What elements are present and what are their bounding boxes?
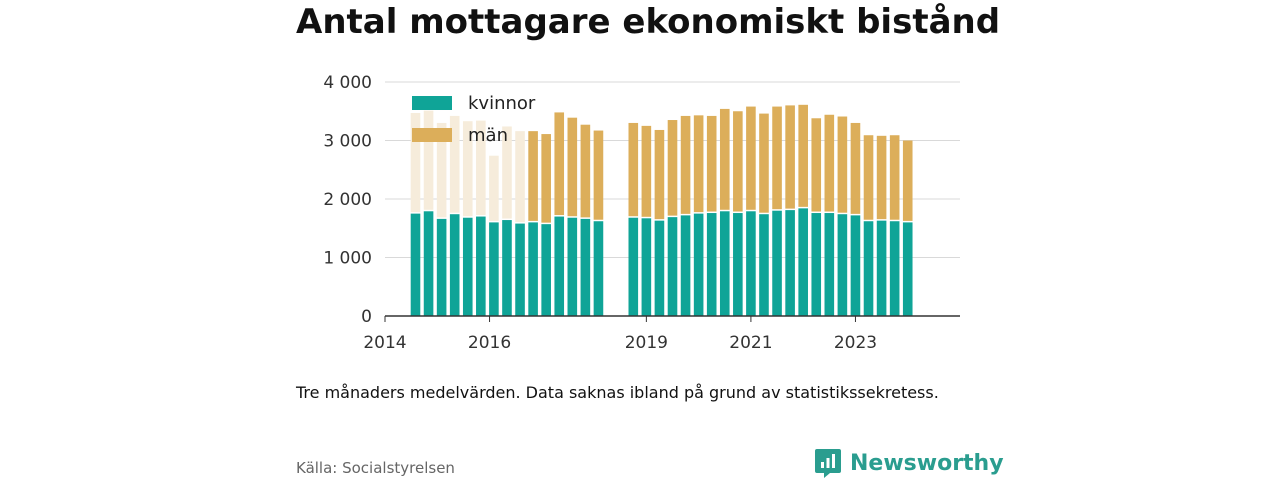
bar-kvinnor <box>667 217 678 316</box>
x-axis: 2014 2016 2019 2021 2023 <box>363 315 960 353</box>
bar-kvinnor <box>811 213 822 316</box>
bar-kvinnor <box>580 218 591 316</box>
bar-kvinnor <box>515 223 525 316</box>
bar-kvinnor <box>476 216 486 316</box>
chart-note: Tre månaders medelvärden. Data saknas ib… <box>296 383 939 402</box>
x-tick-label: 2014 <box>363 333 406 353</box>
y-tick-label: 4 000 <box>323 73 372 93</box>
bar-kvinnor <box>654 220 665 316</box>
bar-kvinnor <box>410 213 421 316</box>
bar-kvinnor <box>502 220 512 316</box>
x-tick-label: 2019 <box>625 333 668 353</box>
bar-man <box>528 131 538 221</box>
bar-man <box>462 121 473 217</box>
bar-kvinnor <box>733 213 743 316</box>
bars <box>410 104 913 316</box>
bar-man <box>423 110 434 210</box>
bar-kvinnor <box>462 217 473 316</box>
bar-kvinnor <box>489 222 499 316</box>
bar-man <box>889 135 900 220</box>
bar-man <box>785 105 795 209</box>
bar-man <box>476 120 486 216</box>
bar-kvinnor <box>837 214 848 316</box>
legend-swatch <box>412 128 452 142</box>
source-text: Källa: Socialstyrelsen <box>296 459 455 477</box>
bar-kvinnor <box>541 224 551 316</box>
bar-man <box>706 115 717 212</box>
legend-label: kvinnor <box>468 93 536 114</box>
bar-kvinnor <box>641 218 652 316</box>
bar-kvinnor <box>680 215 691 316</box>
legend-label: män <box>468 125 508 146</box>
brand-logo[interactable]: Newsworthy <box>814 446 1004 480</box>
bar-man <box>449 115 460 213</box>
bar-kvinnor <box>863 221 874 316</box>
bar-man <box>693 115 704 213</box>
bar-man <box>850 122 861 214</box>
bar-man <box>798 104 808 207</box>
bar-man <box>628 122 639 217</box>
bar-man <box>719 108 730 210</box>
bar-man <box>641 125 652 217</box>
bar-man <box>837 116 848 213</box>
bar-kvinnor <box>850 215 861 316</box>
bar-man <box>410 113 421 213</box>
bar-kvinnor <box>693 213 704 316</box>
bar-kvinnor <box>798 208 808 316</box>
bar-man <box>667 120 678 216</box>
bar-kvinnor <box>889 221 900 316</box>
legend-swatch <box>412 96 452 110</box>
bar-man <box>489 155 499 221</box>
bar-man <box>902 140 913 221</box>
bar-kvinnor <box>423 211 434 316</box>
bar-kvinnor <box>719 211 730 316</box>
bar-kvinnor <box>876 220 887 316</box>
bar-kvinnor <box>436 218 447 316</box>
brand-name: Newsworthy <box>850 450 1004 476</box>
bar-kvinnor <box>824 213 835 316</box>
chart-title: Antal mottagare ekonomiskt bistånd <box>296 2 1001 42</box>
bar-man <box>811 118 822 212</box>
bar-man <box>863 135 874 220</box>
bar-kvinnor <box>554 216 565 316</box>
x-tick-label: 2023 <box>834 333 877 353</box>
bar-kvinnor <box>759 214 769 316</box>
bar-kvinnor <box>528 222 538 316</box>
bar-man <box>554 112 565 216</box>
bar-man <box>772 106 782 210</box>
bar-man <box>515 131 525 223</box>
bar-man <box>541 134 551 223</box>
bar-kvinnor <box>593 221 604 316</box>
x-tick-label: 2016 <box>468 333 511 353</box>
bar-man <box>680 115 691 214</box>
y-tick-label: 1 000 <box>323 249 372 269</box>
bar-man <box>746 106 756 210</box>
bar-man <box>502 126 512 219</box>
bar-man <box>733 111 743 212</box>
bar-kvinnor <box>567 217 578 316</box>
bar-man <box>436 122 447 218</box>
bar-kvinnor <box>772 210 782 316</box>
bar-kvinnor <box>746 211 756 316</box>
bar-man <box>654 129 665 220</box>
legend: kvinnor män <box>412 93 536 146</box>
y-tick-label: 0 <box>361 307 372 327</box>
newsworthy-logo-icon <box>815 449 841 478</box>
y-tick-label: 3 000 <box>323 132 372 152</box>
bar-man <box>567 117 578 217</box>
bar-kvinnor <box>785 210 795 316</box>
bar-man <box>580 124 591 218</box>
bar-kvinnor <box>449 214 460 316</box>
bar-kvinnor <box>902 222 913 316</box>
bar-man <box>876 135 887 220</box>
y-axis-labels: 0 1 000 2 000 3 000 4 000 <box>323 73 372 327</box>
y-tick-label: 2 000 <box>323 190 372 210</box>
bar-man <box>824 114 835 212</box>
bar-kvinnor <box>628 217 639 316</box>
bar-man <box>759 113 769 213</box>
bar-kvinnor <box>706 213 717 316</box>
x-tick-label: 2021 <box>729 333 772 353</box>
bar-man <box>593 130 604 220</box>
